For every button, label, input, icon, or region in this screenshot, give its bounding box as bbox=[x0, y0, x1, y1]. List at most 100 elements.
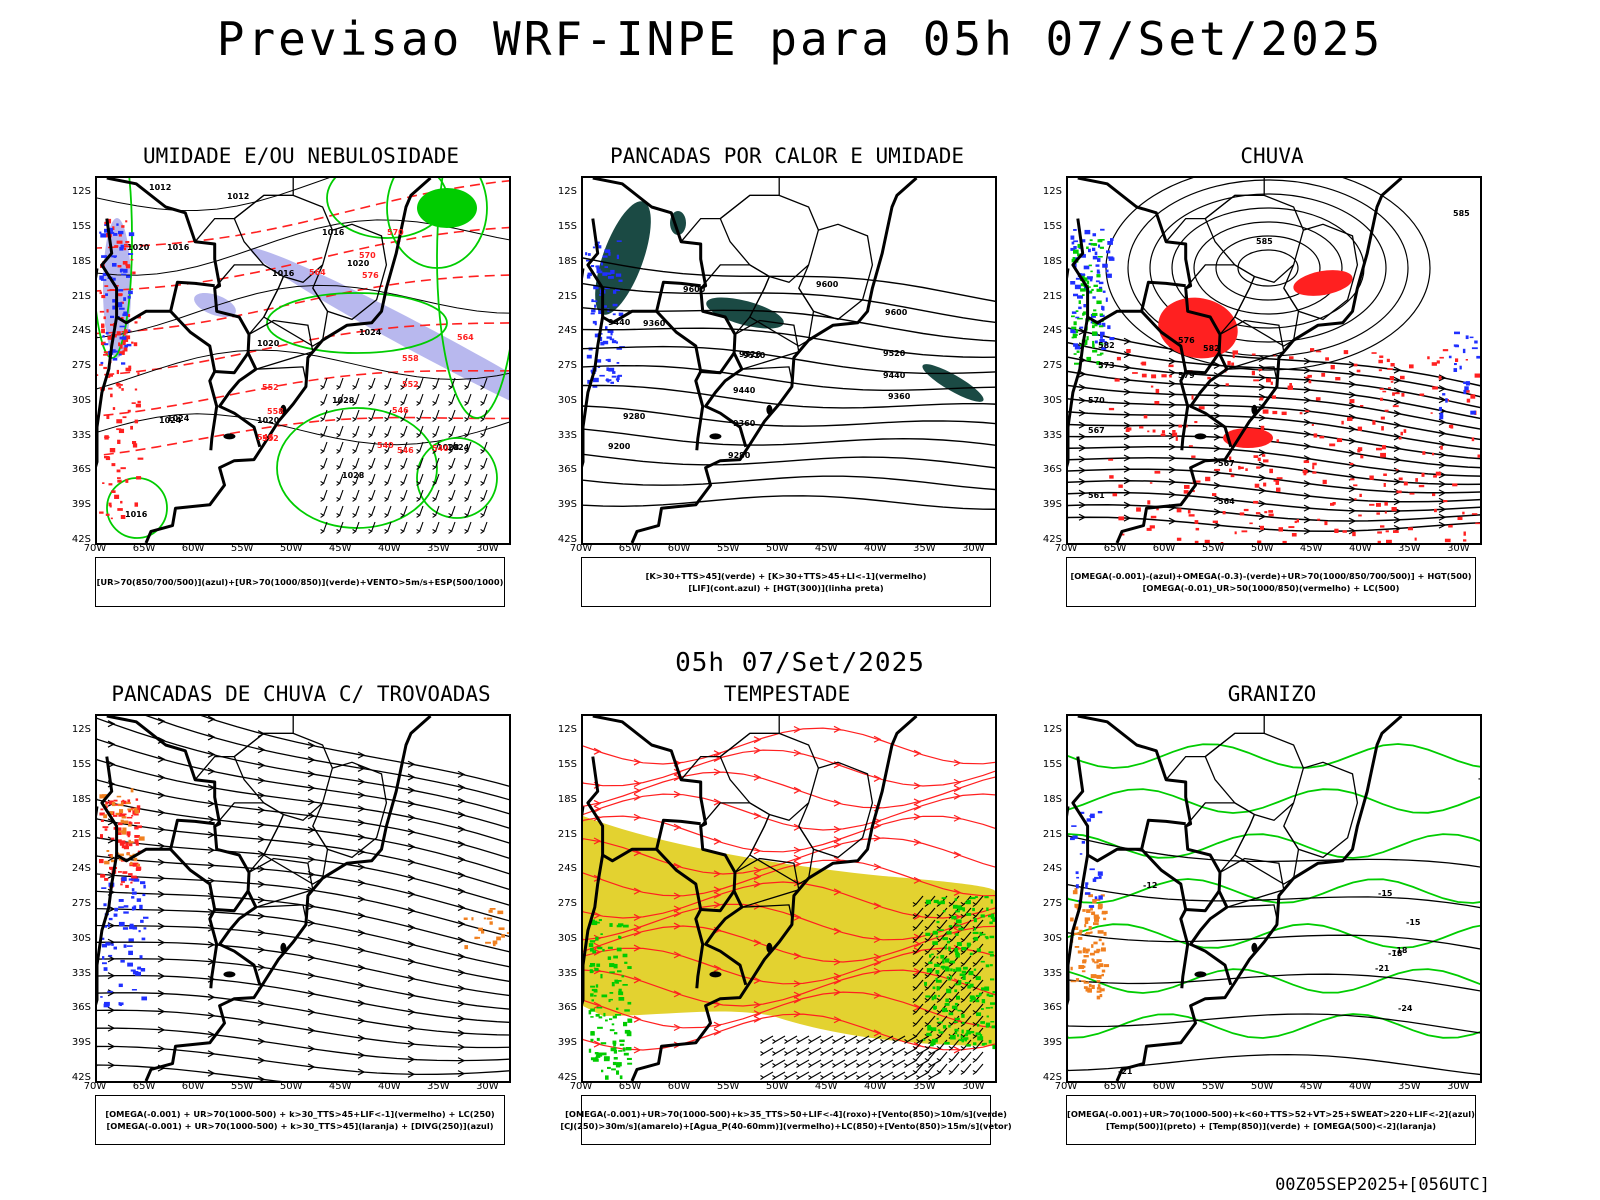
streamline-arrow bbox=[753, 847, 762, 855]
latitude-label: 39S bbox=[1042, 499, 1062, 511]
contour-label: 582 bbox=[1098, 341, 1115, 350]
streamline-arrow bbox=[307, 826, 316, 834]
contour-label: 564 bbox=[457, 333, 474, 342]
streamline-arrow bbox=[157, 773, 166, 782]
streamline-arrow bbox=[873, 822, 882, 830]
contour-label: 558 bbox=[267, 407, 284, 416]
contour-label: 1016 bbox=[167, 243, 190, 252]
streamline-850 bbox=[583, 1013, 995, 1051]
geopotential-contour bbox=[583, 495, 995, 510]
thickness-contour bbox=[97, 370, 509, 417]
streamline-arrow bbox=[357, 833, 366, 841]
streamline-arrow bbox=[833, 988, 842, 996]
streamline-arrow bbox=[307, 919, 316, 927]
wind-vector bbox=[924, 1063, 936, 1075]
wind-vector bbox=[416, 441, 424, 454]
streamline bbox=[97, 1064, 283, 1081]
streamline-850 bbox=[583, 727, 995, 765]
streamline-arrow bbox=[713, 964, 722, 972]
wind-vector bbox=[480, 377, 488, 390]
wind-vectors bbox=[320, 377, 488, 534]
longitude-label: 70W bbox=[1054, 1081, 1078, 1092]
streamline-arrow bbox=[1303, 430, 1312, 438]
streamline-arrow bbox=[1078, 421, 1087, 429]
wind-vector bbox=[784, 1047, 798, 1056]
streamline-arrow bbox=[1393, 456, 1402, 464]
streamline-arrow bbox=[753, 736, 762, 744]
coastline bbox=[144, 178, 432, 543]
wind-vector bbox=[432, 505, 440, 518]
coastline bbox=[630, 716, 918, 1081]
temp-850-contour bbox=[1068, 743, 1480, 769]
map-canvas: 5855855825795765735705675615645675825795… bbox=[1068, 178, 1480, 543]
country-border bbox=[592, 716, 748, 986]
longitude-label: 35W bbox=[913, 1081, 936, 1092]
streamline-arrow bbox=[157, 874, 166, 882]
state-border bbox=[1165, 178, 1265, 243]
wind-vector bbox=[400, 425, 408, 438]
streamline-arrow bbox=[1258, 500, 1267, 508]
streamline-arrow bbox=[107, 1006, 116, 1014]
streamline-arrow bbox=[593, 948, 602, 956]
streamline-arrow bbox=[1168, 517, 1177, 525]
streamline-arrow bbox=[457, 887, 466, 895]
streamline-arrow bbox=[833, 972, 842, 980]
streamline-arrow bbox=[107, 989, 116, 997]
streamline-arrow bbox=[1213, 508, 1222, 516]
latitude-label: 15S bbox=[557, 759, 577, 771]
contour-label: -21 bbox=[1118, 1067, 1133, 1076]
wind-vector bbox=[972, 1015, 984, 1027]
streamline-arrow bbox=[307, 902, 316, 910]
contour-label: 9600 bbox=[683, 285, 706, 294]
legend-line: [OMEGA(-0.001)-(azul)+OMEGA(-0.3)-(verde… bbox=[1070, 571, 1472, 581]
streamline-arrow bbox=[873, 735, 882, 743]
closed-contour bbox=[1215, 235, 1321, 301]
wind-vector bbox=[384, 377, 392, 390]
wind-vector bbox=[320, 377, 328, 390]
country-border bbox=[655, 848, 736, 913]
streamline-arrow bbox=[673, 910, 682, 918]
contour-label: 564 bbox=[309, 268, 326, 277]
streamline-arrow bbox=[457, 797, 466, 805]
wind-vector bbox=[320, 425, 328, 438]
streamline-arrow bbox=[1348, 402, 1357, 410]
height-contour bbox=[1068, 491, 1480, 512]
streamline-arrow bbox=[1393, 516, 1402, 524]
latitude-label: 15S bbox=[1042, 221, 1062, 233]
streamline-arrow bbox=[1258, 414, 1267, 422]
wind-vector bbox=[924, 1051, 936, 1063]
streamline-arrow bbox=[1303, 366, 1312, 375]
wind-vector bbox=[352, 457, 360, 470]
streamline bbox=[145, 716, 509, 801]
streamline-arrow bbox=[873, 774, 882, 782]
wind-vector bbox=[948, 991, 960, 1003]
country-border bbox=[97, 316, 119, 468]
wind-vector bbox=[416, 377, 424, 390]
streamline-arrow bbox=[457, 770, 466, 778]
state-border bbox=[214, 264, 285, 336]
pressure-isobar bbox=[97, 284, 509, 339]
streamline-arrow bbox=[953, 778, 962, 786]
streamline-arrow bbox=[753, 812, 762, 820]
wind-vector bbox=[448, 473, 456, 486]
streamline-arrow bbox=[1123, 465, 1132, 473]
streamline-arrow bbox=[257, 963, 266, 971]
streamline-arrow bbox=[457, 855, 466, 864]
rh-contour bbox=[326, 178, 448, 239]
streamline-arrow bbox=[1078, 455, 1087, 463]
wind-vector bbox=[796, 1071, 810, 1080]
streamline-arrow bbox=[1213, 422, 1222, 430]
streamline-arrow bbox=[1258, 512, 1267, 520]
geopotential-contour bbox=[583, 475, 995, 491]
wind-vector bbox=[972, 1039, 984, 1051]
streamline-arrow bbox=[407, 1024, 416, 1032]
streamline bbox=[97, 798, 509, 875]
streamline-arrow bbox=[593, 1040, 602, 1048]
wind-vector bbox=[820, 1035, 834, 1044]
longitude-label: 70W bbox=[569, 1081, 593, 1092]
streamline-arrow bbox=[1078, 501, 1087, 509]
thickness-contour bbox=[97, 226, 509, 292]
rh-mid-level-area bbox=[250, 248, 509, 438]
streamline-arrow bbox=[593, 837, 602, 845]
wind-vector bbox=[808, 1047, 822, 1056]
